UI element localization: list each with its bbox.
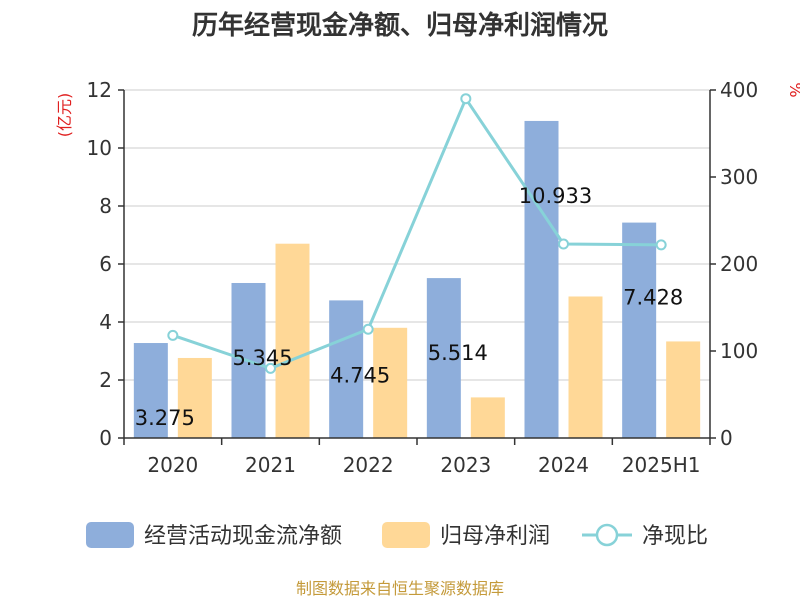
x-tick-label: 2021 bbox=[245, 453, 296, 477]
y-left-tick-label: 0 bbox=[99, 426, 112, 450]
bar-cashflow bbox=[133, 343, 168, 438]
bar-cashflow bbox=[524, 120, 559, 439]
bar-data-label: 3.275 bbox=[135, 406, 195, 430]
x-tick-label: 2020 bbox=[147, 453, 198, 477]
legend-label: 归母净利润 bbox=[440, 524, 550, 549]
bar-data-label: 5.514 bbox=[428, 341, 488, 365]
y-left-tick-label: 6 bbox=[99, 252, 112, 276]
line-point bbox=[265, 362, 276, 374]
axes: 0 2 4 6 8 10 12 0 100 200 300 400 2020 2021 2022 2023 20… bbox=[87, 78, 759, 477]
x-tick-label: 2025H1 bbox=[622, 453, 701, 477]
grid-lines bbox=[124, 89, 710, 381]
legend: 经营活动现金流净额 归母净利润 净现比 bbox=[86, 522, 708, 549]
y-left-tick-label: 8 bbox=[99, 194, 112, 218]
y-left-tick-label: 2 bbox=[99, 368, 112, 392]
bar-profit bbox=[666, 341, 701, 438]
bar-cashflow bbox=[426, 278, 461, 438]
bar-data-label: 7.428 bbox=[623, 286, 683, 310]
x-tick-label: 2023 bbox=[440, 453, 491, 477]
y-right-tick-label: 0 bbox=[720, 426, 733, 450]
line-point bbox=[460, 93, 472, 105]
data-labels: 3.275 5.345 4.745 5.514 10.933 7.428 bbox=[135, 184, 683, 430]
line-point bbox=[558, 238, 569, 250]
y-left-tick-label: 10 bbox=[87, 136, 112, 160]
legend-swatch bbox=[86, 522, 134, 548]
bar-marks bbox=[133, 120, 701, 439]
line-series bbox=[167, 93, 667, 374]
chart-title: 历年经营现金净额、归母净利润情况 bbox=[192, 10, 608, 41]
line-path bbox=[172, 95, 662, 370]
x-tick-label: 2022 bbox=[343, 453, 394, 477]
x-tick-label: 2024 bbox=[538, 453, 589, 477]
y-left-tick-label: 4 bbox=[99, 310, 112, 334]
bar-profit bbox=[275, 243, 310, 438]
legend-swatch bbox=[382, 522, 430, 548]
bar-data-label: 4.745 bbox=[330, 363, 390, 387]
legend-label: 经营活动现金流净额 bbox=[144, 524, 342, 549]
right-axis-unit: % bbox=[786, 82, 800, 97]
y-right-tick-label: 100 bbox=[720, 339, 758, 363]
y-right-tick-label: 400 bbox=[720, 78, 758, 102]
bar-profit bbox=[568, 296, 603, 438]
bar-data-label: 10.933 bbox=[519, 184, 592, 208]
bar-cashflow bbox=[329, 300, 364, 438]
source-note: 制图数据来自恒生聚源数据库 bbox=[296, 579, 504, 598]
bar-profit bbox=[470, 397, 505, 438]
y-right-tick-label: 200 bbox=[720, 252, 758, 276]
legend-marker bbox=[595, 523, 619, 547]
line-point bbox=[655, 239, 667, 251]
left-axis-unit: (亿元) bbox=[55, 93, 74, 138]
bar-cashflow bbox=[622, 222, 657, 438]
y-left-tick-label: 12 bbox=[87, 78, 112, 102]
line-point bbox=[167, 329, 179, 341]
legend-label: 净现比 bbox=[642, 524, 708, 549]
y-right-tick-label: 300 bbox=[720, 165, 758, 189]
bar-data-label: 5.345 bbox=[232, 346, 292, 370]
bar-profit bbox=[177, 357, 212, 438]
bar-profit bbox=[373, 327, 408, 438]
line-point bbox=[362, 323, 374, 335]
